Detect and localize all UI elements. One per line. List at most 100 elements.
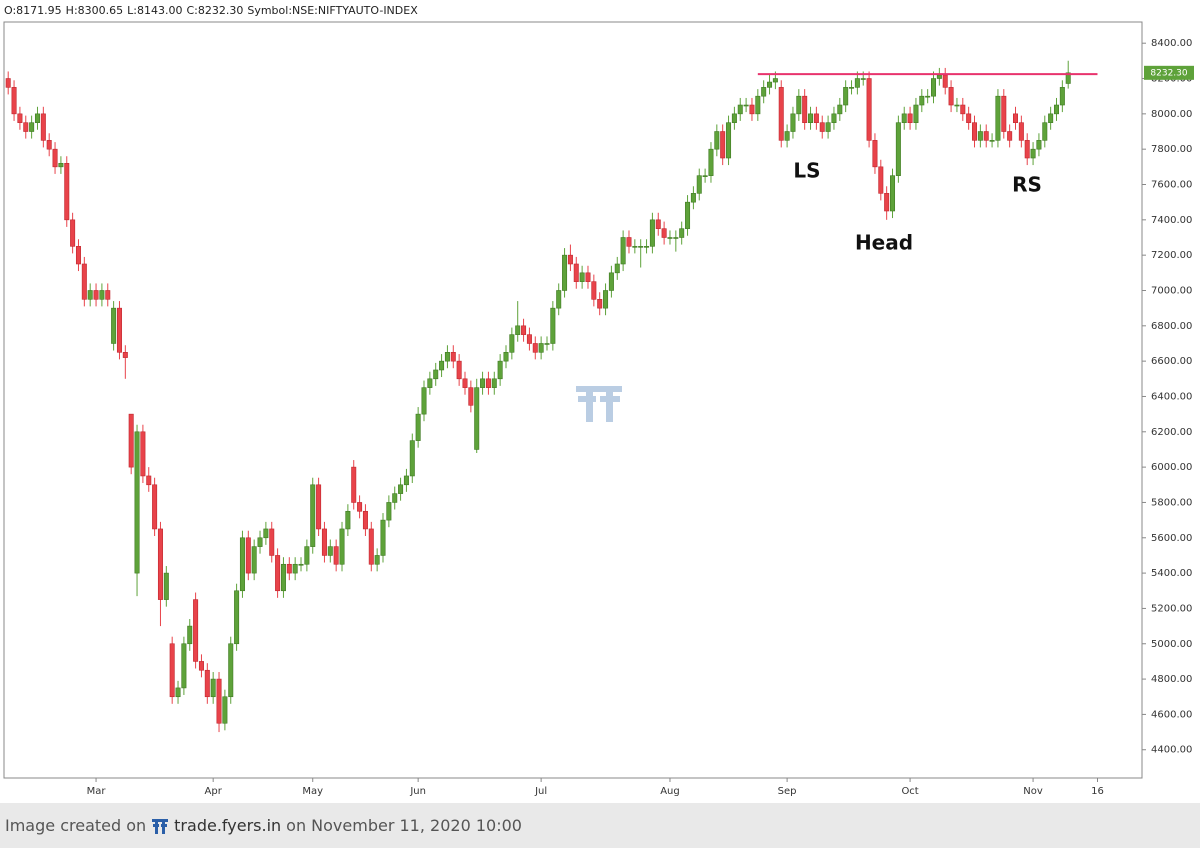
candle-body <box>181 643 187 689</box>
candle-body <box>936 74 942 79</box>
candle-body <box>491 378 497 388</box>
candle-body <box>913 104 919 123</box>
candle-body <box>239 537 245 592</box>
candle-body <box>257 537 263 547</box>
candle-body <box>983 131 989 141</box>
candle-body <box>415 413 421 441</box>
candle-body <box>169 643 175 698</box>
candle-body <box>679 228 685 238</box>
footer-site: trade.fyers.in <box>174 816 282 835</box>
candle-body <box>837 104 843 115</box>
candle-body <box>187 625 193 645</box>
candle-body <box>193 599 199 662</box>
candle-body <box>860 78 866 80</box>
candle-body <box>661 228 667 238</box>
candle-body <box>1024 140 1030 159</box>
candle-body <box>292 563 298 574</box>
candle-body <box>1030 148 1036 159</box>
candle-body <box>275 555 281 592</box>
x-tick-label: Aug <box>660 786 680 797</box>
x-tick-label: Mar <box>87 786 107 797</box>
candle-body <box>474 387 480 450</box>
y-tick-label: 7600.00 <box>1151 180 1192 191</box>
candle-body <box>269 528 275 556</box>
candle-body <box>614 263 620 274</box>
candle-body <box>152 484 158 530</box>
candle-body <box>708 148 714 176</box>
candle-body <box>731 113 737 123</box>
candle-body <box>23 122 29 132</box>
header-field: C:8232.30 <box>186 4 243 17</box>
candle-body <box>163 572 169 600</box>
candle-body <box>977 131 983 141</box>
y-tick-label: 7000.00 <box>1151 285 1192 296</box>
footer: Image created on trade.fyers.in on Novem… <box>0 803 1200 848</box>
candle-body <box>111 307 117 344</box>
candle-body <box>726 122 732 159</box>
candle-body <box>538 343 544 353</box>
candle-body <box>310 484 316 547</box>
candle-body <box>99 290 105 300</box>
candle-body <box>1036 140 1042 150</box>
candle-body <box>895 122 901 176</box>
candle-body <box>1059 87 1065 106</box>
candle-body <box>480 378 486 388</box>
candle-body <box>919 95 925 106</box>
candle-body <box>673 237 679 239</box>
candle-body <box>579 272 585 282</box>
candle-body <box>263 528 269 539</box>
candle-body <box>75 246 81 265</box>
candle-body <box>995 95 1001 141</box>
candle-body <box>380 519 386 556</box>
candle-body <box>339 528 345 565</box>
candle-body <box>890 175 896 212</box>
candle-body <box>116 307 122 353</box>
candle-body <box>70 219 76 247</box>
candle-body <box>509 334 515 353</box>
x-tick-label: Nov <box>1023 786 1043 797</box>
candle-body <box>93 290 99 300</box>
y-tick-label: 6600.00 <box>1151 356 1192 367</box>
candle-body <box>421 387 427 415</box>
x-tick-label: May <box>302 786 323 797</box>
candle-body <box>29 122 35 132</box>
candle-body <box>866 78 872 141</box>
candle-body <box>228 643 234 698</box>
candle-body <box>954 104 960 107</box>
candle-body <box>321 528 327 556</box>
candle-body <box>638 246 644 248</box>
candle-body <box>134 431 140 574</box>
x-tick-label: Jun <box>409 786 426 797</box>
candle-body <box>456 360 462 380</box>
pattern-label: LS <box>793 159 820 183</box>
candle-body <box>234 590 240 645</box>
candle-body <box>439 360 445 371</box>
footer-prefix: Image created on <box>5 816 147 835</box>
candle-body <box>286 563 292 574</box>
candle-body <box>175 687 181 698</box>
candle-body <box>972 122 978 141</box>
candle-body <box>526 334 532 344</box>
chart: O:8171.95 H:8300.65 L:8143.00 C:8232.30 Symb… <box>3 4 1194 797</box>
y-tick-label: 6000.00 <box>1151 462 1192 473</box>
candle-body <box>802 95 808 123</box>
candle-body <box>831 113 837 123</box>
candle-body <box>58 163 64 168</box>
candle-body <box>1007 131 1013 141</box>
candle-body <box>1048 113 1054 123</box>
header-field: H:8300.65 <box>66 4 123 17</box>
candle-body <box>960 104 966 115</box>
candle-body <box>433 369 439 380</box>
candle-body <box>966 113 972 123</box>
candle-body <box>298 563 304 566</box>
x-tick-label: Apr <box>205 786 223 797</box>
candle-body <box>749 104 755 115</box>
y-tick-label: 7800.00 <box>1151 144 1192 155</box>
y-tick-label: 5000.00 <box>1151 639 1192 650</box>
candle-body <box>597 299 603 309</box>
y-tick-label: 4400.00 <box>1151 745 1192 756</box>
candle-body <box>1013 113 1019 123</box>
candle-body <box>878 166 884 194</box>
candle-body <box>52 148 58 168</box>
candle-body <box>573 263 579 282</box>
